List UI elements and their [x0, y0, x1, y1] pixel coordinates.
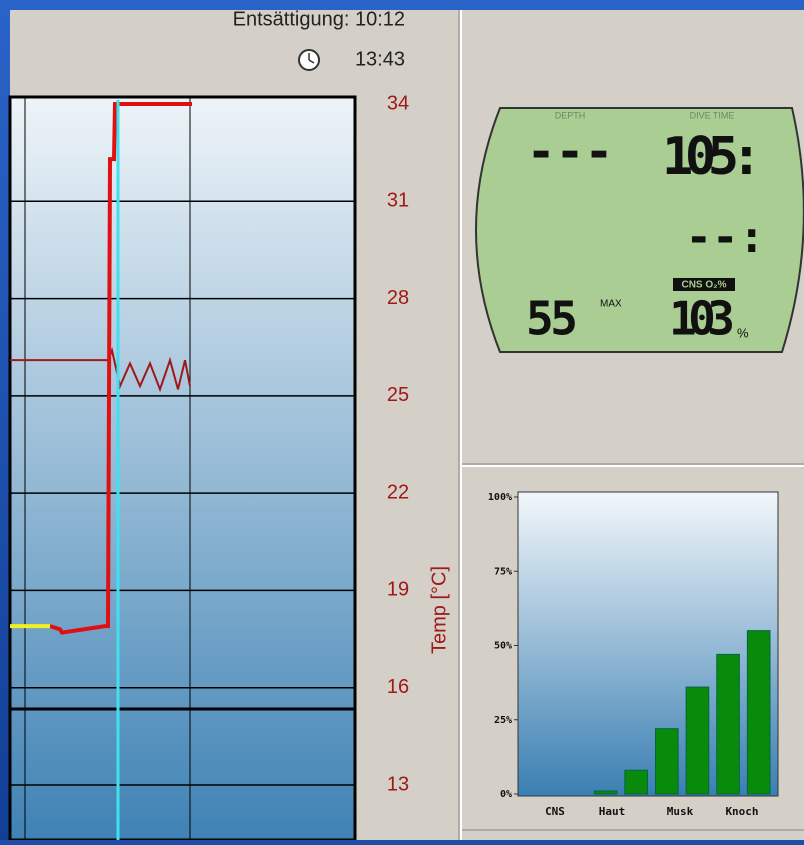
- lcd-label: CNS O₂%: [681, 280, 726, 291]
- lcd-label: MAX: [600, 299, 622, 310]
- y-tick-label: 0%: [500, 789, 512, 800]
- screen: Entsättigung: 10:12 13:43 34 31 28 25 22 19 16…: [0, 0, 804, 840]
- x-tick-label: CNS: [545, 805, 565, 818]
- y-tick-label: 34: [387, 92, 409, 114]
- lcd-seconds: --:: [686, 212, 765, 263]
- y-axis-label: Temp [°C]: [428, 566, 450, 654]
- profile-plot: [10, 97, 355, 840]
- bar: [594, 791, 617, 794]
- y-tick-label: 75%: [494, 566, 512, 577]
- bar: [625, 770, 648, 794]
- bar: [717, 654, 740, 794]
- y-tick-label: 22: [387, 481, 409, 503]
- y-tick-label: 16: [387, 676, 409, 698]
- y-tick-label: 31: [387, 190, 409, 212]
- time: 13:43: [355, 48, 405, 70]
- y-tick-label: 50%: [494, 641, 512, 652]
- x-tick-label: Haut: [599, 805, 626, 818]
- lcd-max-depth: 55: [526, 292, 578, 346]
- lcd-label: DIVE TIME: [690, 110, 735, 120]
- bar: [747, 631, 770, 794]
- y-tick-label: 13: [387, 773, 409, 795]
- lcd-percent: %: [737, 325, 749, 340]
- y-tick-label: 25%: [494, 715, 512, 726]
- lcd-dive-time: 105:: [662, 127, 762, 187]
- page: Entsättigung: 10:12 13:43 34 31 28 25 22 19 16…: [0, 0, 804, 840]
- lcd-depth: ---: [527, 124, 614, 180]
- bar: [686, 687, 709, 794]
- x-tick-label: Knoch: [725, 805, 758, 818]
- bar: [656, 729, 679, 794]
- desaturation: Entsättigung: 10:12: [233, 8, 405, 30]
- y-tick-label: 28: [387, 287, 409, 309]
- lcd-label: DEPTH: [555, 110, 586, 120]
- lcd-cns: 103: [669, 292, 735, 346]
- x-tick-label: Musk: [667, 805, 694, 818]
- y-tick-label: 19: [387, 579, 409, 601]
- y-tick-label: 100%: [488, 492, 512, 503]
- y-tick-label: 25: [387, 384, 409, 406]
